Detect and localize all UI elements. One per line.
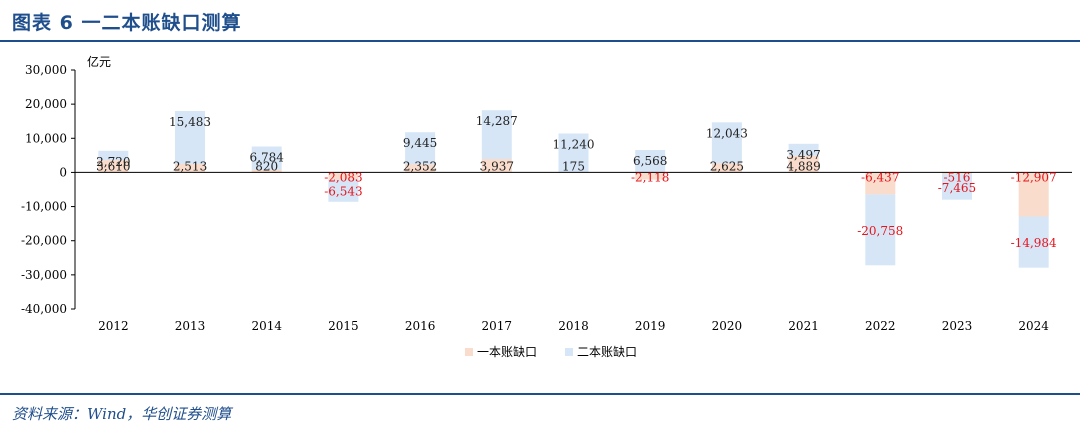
x-tick-label: 2022 — [865, 319, 896, 333]
data-label-erbenzhang-2020: 12,043 — [706, 126, 748, 140]
bar-erbenzhang-2017 — [481, 110, 512, 159]
x-tick-label: 2016 — [405, 319, 436, 333]
bars-layer — [98, 110, 1049, 268]
y-tick-label: 30,000 — [25, 63, 67, 77]
bar-erbenzhang-2012 — [98, 150, 129, 161]
y-tick-label: 20,000 — [25, 97, 67, 111]
bar-yibenzhang-2021 — [788, 155, 819, 173]
data-label-yibenzhang-2020: 2,625 — [710, 159, 744, 173]
y-tick-label: 10,000 — [25, 131, 67, 145]
chart-title: 图表 6 一二本账缺口测算 — [12, 12, 242, 34]
data-label-yibenzhang-2024: -12,907 — [1011, 170, 1057, 184]
data-label-yibenzhang-2013: 2,513 — [173, 159, 207, 173]
data-label-yibenzhang-2018: 175 — [562, 159, 585, 173]
x-tick-label: 2018 — [558, 319, 589, 333]
bar-yibenzhang-2023 — [942, 172, 972, 175]
bar-erbenzhang-2020 — [711, 122, 742, 164]
x-tick-label: 2013 — [175, 319, 206, 333]
data-label-yibenzhang-2019: -2,118 — [631, 170, 669, 184]
data-label-erbenzhang-2016: 9,445 — [403, 136, 437, 150]
data-label-erbenzhang-2014: 6,784 — [250, 151, 285, 165]
axes-layer: 30,000 20,000 10,000 0 -10,000 -20,000 -30,000… — [21, 54, 1072, 333]
x-tick-label: 2019 — [635, 319, 666, 333]
y-tick-label: -20,000 — [21, 234, 67, 248]
x-tick-label: 2012 — [98, 319, 129, 333]
bar-erbenzhang-2021 — [788, 143, 819, 156]
legend: 一本账缺口 二本账缺口 — [465, 344, 637, 359]
data-label-erbenzhang-2013: 15,483 — [169, 115, 211, 129]
data-label-erbenzhang-2024: -14,984 — [1011, 236, 1057, 250]
data-label-erbenzhang-2023: -7,465 — [938, 181, 976, 195]
legend-swatch-erbenzhang — [565, 348, 573, 356]
bar-yibenzhang-2012 — [98, 160, 129, 173]
title-bar: 图表 6 一二本账缺口测算 — [0, 0, 1080, 42]
data-label-erbenzhang-2022: -20,758 — [857, 224, 903, 238]
y-unit-label: 亿元 — [87, 54, 111, 69]
x-tick-label: 2015 — [328, 319, 359, 333]
bar-yibenzhang-2014 — [251, 169, 282, 173]
y-tick-label: -10,000 — [21, 200, 67, 214]
data-label-yibenzhang-2015: -2,083 — [324, 170, 362, 184]
bar-erbenzhang-2024 — [1018, 216, 1049, 268]
bar-erbenzhang-2014 — [251, 146, 282, 170]
bar-yibenzhang-2015 — [328, 172, 359, 180]
x-tick-label: 2021 — [788, 319, 819, 333]
data-label-yibenzhang-2023: -516 — [943, 170, 970, 184]
data-label-yibenzhang-2021: 4,889 — [786, 159, 820, 173]
bar-yibenzhang-2020 — [711, 163, 742, 173]
bar-erbenzhang-2022 — [865, 194, 896, 266]
bar-yibenzhang-2022 — [865, 172, 896, 195]
x-tick-label: 2017 — [482, 319, 513, 333]
data-label-yibenzhang-2017: 3,937 — [480, 159, 514, 173]
x-tick-label: 2024 — [1018, 319, 1049, 333]
legend-label-erbenzhang: 二本账缺口 — [577, 344, 637, 359]
data-label-yibenzhang-2014: 820 — [255, 159, 278, 173]
data-label-erbenzhang-2021: 3,497 — [786, 148, 820, 162]
bar-yibenzhang-2024 — [1018, 172, 1049, 217]
x-tick-label: 2023 — [942, 319, 973, 333]
bar-erbenzhang-2015 — [328, 179, 359, 202]
bar-erbenzhang-2013 — [175, 111, 205, 164]
x-tick-label: 2014 — [251, 319, 282, 333]
legend-label-yibenzhang: 一本账缺口 — [477, 344, 537, 359]
source-bar: 资料来源：Wind，华创证券测算 — [0, 393, 1080, 433]
bar-yibenzhang-2019 — [635, 172, 666, 180]
data-label-erbenzhang-2018: 11,240 — [553, 138, 595, 152]
data-label-erbenzhang-2017: 14,287 — [476, 114, 518, 128]
legend-swatch-yibenzhang — [465, 348, 473, 356]
bar-erbenzhang-2023 — [942, 174, 972, 200]
bar-erbenzhang-2016 — [405, 132, 436, 165]
bar-erbenzhang-2019 — [635, 150, 666, 173]
data-label-yibenzhang-2022: -6,437 — [861, 170, 899, 184]
x-tick-label: 2020 — [712, 319, 743, 333]
chart: 30,000 20,000 10,000 0 -10,000 -20,000 -30,000… — [21, 54, 1072, 359]
data-label-yibenzhang-2012: 3,610 — [96, 159, 130, 173]
y-tick-label: -40,000 — [21, 302, 67, 316]
y-tick-label: -30,000 — [21, 268, 67, 282]
y-tick-label: 0 — [59, 165, 67, 179]
bar-erbenzhang-2018 — [558, 133, 589, 172]
data-label-erbenzhang-2015: -6,543 — [324, 185, 362, 199]
source-note: 资料来源：Wind，华创证券测算 — [12, 405, 232, 423]
data-label-erbenzhang-2012: 2,720 — [96, 155, 130, 169]
data-label-erbenzhang-2019: 6,568 — [633, 154, 667, 168]
data-label-yibenzhang-2016: 2,352 — [403, 159, 437, 173]
bar-yibenzhang-2013 — [175, 163, 205, 173]
bar-yibenzhang-2017 — [481, 159, 512, 173]
bar-yibenzhang-2016 — [405, 164, 436, 173]
